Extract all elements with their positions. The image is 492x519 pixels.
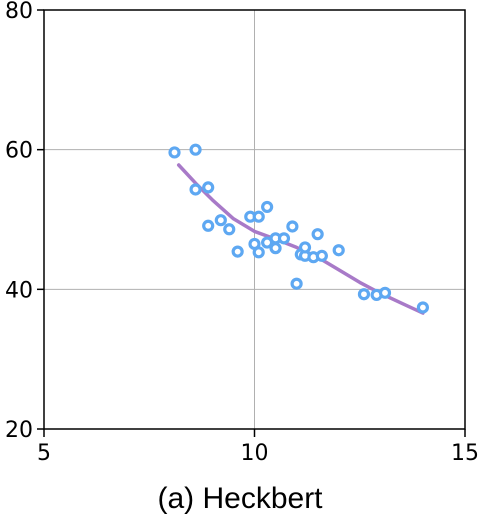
scatter-point — [332, 244, 345, 257]
x-tick-label: 15 — [451, 441, 479, 466]
scatter-point — [416, 301, 429, 314]
scatter-point — [168, 146, 181, 159]
scatter-point — [189, 183, 202, 196]
scatter-point — [286, 220, 299, 233]
chart-caption: (a) Heckbert — [157, 482, 323, 515]
scatter-point — [202, 181, 215, 194]
scatter-point — [315, 249, 328, 262]
y-tick-label: 60 — [5, 139, 33, 164]
scatter-point — [252, 246, 265, 259]
scatter-point — [231, 245, 244, 258]
scatter-point — [252, 210, 265, 223]
scatter-point — [269, 242, 282, 255]
y-tick-label: 40 — [5, 278, 33, 303]
x-tick-label: 5 — [37, 441, 51, 466]
axis-ticks: 5 10 15 20 40 60 80 — [5, 0, 479, 466]
scatter-point — [202, 219, 215, 232]
y-tick-label: 80 — [5, 0, 33, 24]
scatter-point — [357, 288, 371, 301]
y-tick-label: 20 — [5, 418, 33, 443]
scatter-point — [261, 200, 274, 214]
scatter-point — [290, 277, 303, 290]
scatter-point — [378, 286, 392, 299]
scatter-point — [298, 241, 312, 254]
scatter-point — [189, 143, 202, 156]
scatter-point — [311, 228, 324, 241]
scatter-point — [214, 214, 227, 227]
scatter-point — [223, 223, 236, 236]
x-tick-label: 10 — [241, 441, 269, 466]
scatter-point — [277, 232, 291, 245]
scatter-points-layer — [168, 143, 429, 314]
